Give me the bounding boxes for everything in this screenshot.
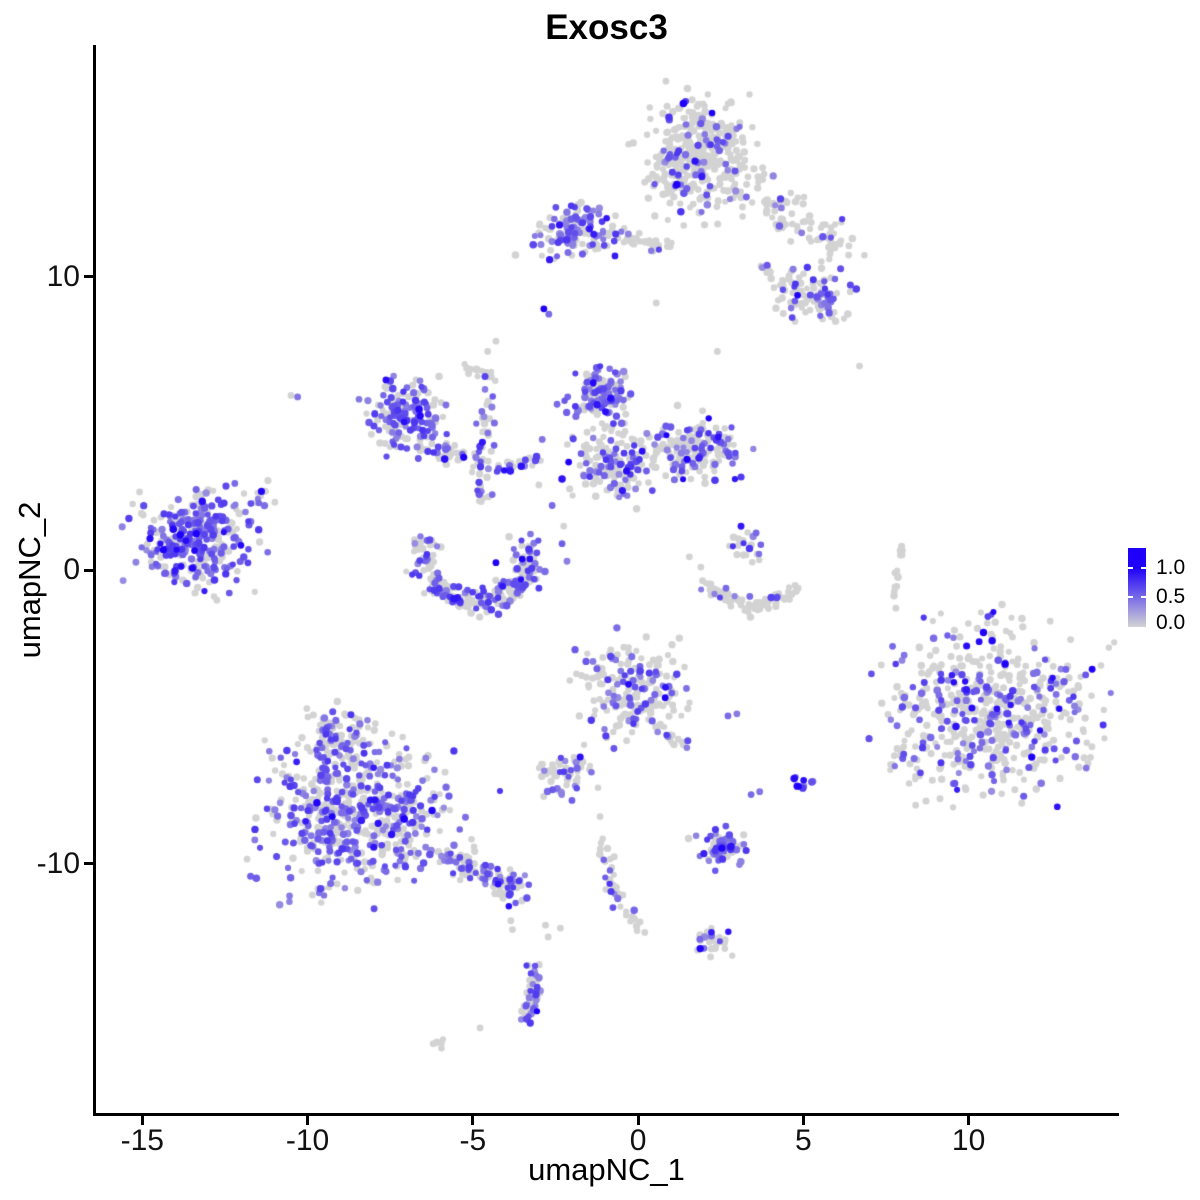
legend-label: 1.0: [1156, 555, 1186, 579]
legend-colorbar: 1.0 0.5 0.0: [1124, 540, 1200, 640]
chart-title: Exosc3: [545, 8, 668, 47]
legend-bar-tick: [1128, 566, 1133, 569]
x-tick-label: 10: [951, 1124, 986, 1157]
y-tick-label: 10: [46, 259, 80, 293]
x-tick-label: 5: [794, 1124, 812, 1157]
x-tick-mark: [801, 1116, 805, 1125]
x-tick-mark: [636, 1116, 640, 1125]
x-tick-mark: [471, 1116, 475, 1125]
y-tick-label: 0: [63, 553, 80, 587]
x-tick-mark: [140, 1116, 144, 1125]
legend-bar-tick: [1141, 566, 1146, 569]
x-tick-label: -10: [285, 1124, 330, 1157]
x-tick-mark: [967, 1116, 971, 1125]
legend-label: 0.0: [1156, 611, 1186, 634]
y-tick-mark: [84, 862, 93, 866]
y-tick-mark: [84, 275, 93, 279]
x-tick-label: -15: [120, 1124, 164, 1157]
y-axis-title: umapNC_2: [12, 501, 47, 659]
x-tick-label: 0: [629, 1124, 647, 1157]
legend-gradient-bar: [1128, 548, 1146, 627]
x-axis-title: umapNC_1: [528, 1152, 685, 1187]
legend-bar-tick: [1141, 596, 1146, 599]
y-axis-line: [93, 45, 96, 1116]
y-tick-label: -10: [36, 846, 80, 880]
x-tick-mark: [306, 1116, 310, 1125]
y-tick-mark: [84, 568, 93, 572]
x-axis-line: [93, 1113, 1119, 1116]
legend-bar-tick: [1128, 596, 1133, 599]
x-tick-label: -5: [459, 1124, 487, 1157]
legend-label: 0.5: [1156, 585, 1186, 609]
